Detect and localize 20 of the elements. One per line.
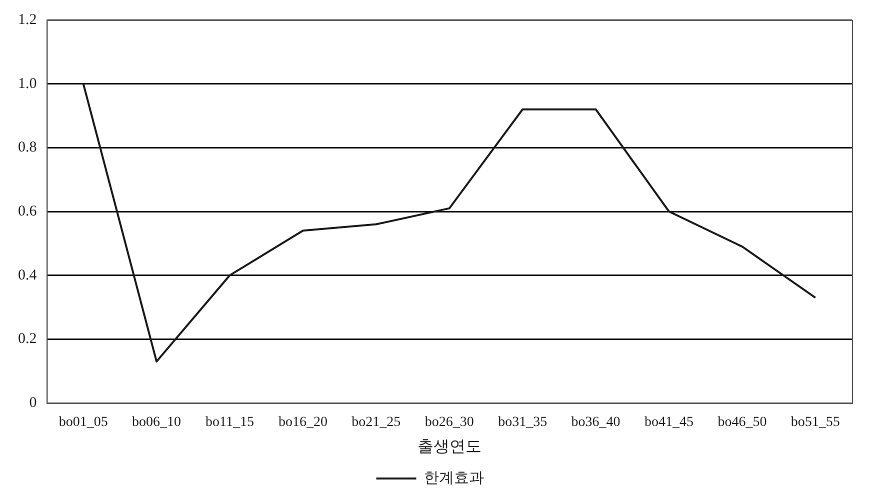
x-tick-label: bo36_40 — [571, 415, 620, 430]
x-tick-label: bo51_55 — [790, 415, 840, 430]
x-tick-label: bo11_15 — [206, 415, 254, 430]
x-tick-label: bo31_35 — [498, 415, 548, 430]
y-tick-label: 1.0 — [18, 76, 37, 92]
x-tick-label: bo26_30 — [424, 415, 474, 430]
x-tick-label: bo16_20 — [278, 415, 328, 430]
x-tick-label: bo46_50 — [718, 415, 767, 430]
x-axis-title: 출생연도 — [417, 438, 482, 456]
y-tick-label: 0.4 — [18, 267, 38, 284]
legend-label: 한계효과 — [424, 470, 484, 486]
y-tick-label: 0.8 — [18, 140, 37, 156]
y-tick-label: 0 — [29, 394, 37, 411]
y-tick-label: 0.6 — [18, 203, 38, 220]
x-tick-label: bo06_10 — [132, 415, 182, 430]
x-tick-label: bo01_05 — [58, 415, 108, 430]
y-tick-label: 0.2 — [18, 331, 37, 348]
x-tick-label: bo41_45 — [644, 415, 694, 430]
y-tick-label: 1.2 — [18, 12, 37, 28]
x-tick-label: bo21_25 — [352, 415, 401, 430]
